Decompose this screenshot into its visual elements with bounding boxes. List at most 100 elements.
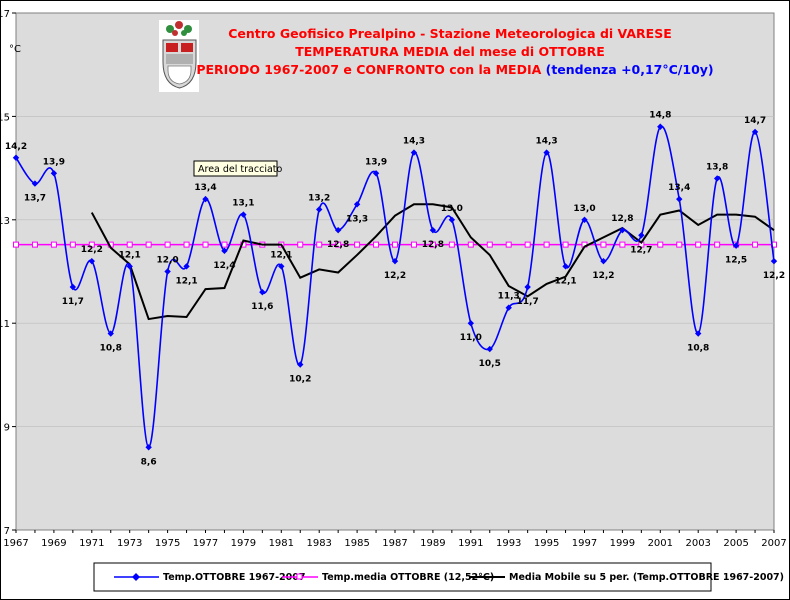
moving-average-line	[90, 203, 775, 321]
temperature-point	[695, 330, 702, 337]
temperature-point	[676, 195, 683, 203]
temperature-point	[12, 154, 20, 161]
mean-marker	[467, 241, 474, 248]
series-moving-average	[90, 203, 775, 321]
data-label: 13,3	[346, 214, 368, 224]
y-tick-label: 9	[4, 423, 10, 434]
data-label: 12,1	[119, 250, 141, 260]
series-temperature	[12, 123, 778, 451]
temperature-point	[240, 211, 247, 218]
mean-marker	[429, 241, 436, 248]
temperature-point	[353, 201, 361, 208]
mean-marker	[714, 241, 721, 248]
temperature-point	[391, 257, 399, 265]
x-axis: 1967 1969 1971 1973 1975 1977 1979 1981 1983 1985…	[3, 530, 787, 549]
x-tick-label: 1989	[420, 538, 445, 549]
svg-text:Area del tracciato: Area del tracciato	[198, 164, 283, 175]
temperature-point	[88, 257, 95, 265]
mean-marker	[183, 241, 190, 248]
data-label: 14,2	[5, 142, 27, 152]
mean-marker	[657, 241, 664, 248]
data-label: 13,7	[24, 194, 46, 204]
temperature-point	[638, 232, 645, 239]
data-label: 13,9	[365, 157, 387, 167]
mean-marker	[676, 241, 683, 248]
data-label: 12,1	[554, 276, 576, 286]
mean-marker	[164, 241, 171, 248]
mean-marker	[619, 241, 626, 248]
x-tick-label: 1979	[231, 538, 256, 549]
temperature-point	[581, 216, 588, 223]
x-tick-label: 1975	[155, 538, 180, 549]
mean-marker	[392, 241, 398, 248]
data-label: 13,2	[308, 193, 330, 203]
data-label: 14,8	[649, 111, 671, 121]
temperature-point	[107, 330, 114, 337]
mean-marker	[69, 241, 76, 248]
mean-marker	[524, 241, 531, 248]
data-label: 12,1	[270, 250, 292, 260]
y-tick-label: 13	[0, 216, 10, 227]
chart-title-line-3: PERIODO 1967-2007 e CONFRONTO con la MED…	[196, 62, 713, 77]
mean-marker	[50, 241, 57, 248]
x-tick-label: 1977	[193, 538, 218, 549]
data-label: 13,9	[43, 157, 65, 167]
data-label: 12,2	[763, 271, 785, 281]
mean-marker	[297, 241, 304, 248]
data-label: 12,8	[327, 240, 349, 250]
temperature-line	[15, 125, 775, 449]
temperature-point	[50, 170, 58, 177]
data-label: 11,6	[251, 302, 273, 312]
x-tick-label: 1967	[3, 538, 28, 549]
x-tick-label: 2005	[723, 538, 748, 549]
x-tick-label: 1973	[117, 538, 142, 549]
temperature-point	[259, 288, 266, 296]
mean-marker	[486, 241, 493, 248]
data-label: 14,7	[744, 116, 766, 126]
x-tick-label: 1987	[382, 538, 407, 549]
y-tick-label: 15	[0, 112, 10, 123]
x-tick-label: 2001	[648, 538, 673, 549]
data-label: 12,8	[422, 240, 444, 250]
x-tick-label: 1971	[79, 538, 104, 549]
temperature-point	[410, 149, 418, 156]
temperature-point	[486, 345, 493, 353]
data-label: 10,5	[479, 359, 501, 369]
data-label: 10,2	[289, 375, 311, 385]
temperature-point	[164, 268, 171, 275]
mean-marker	[221, 241, 228, 248]
temperature-point	[467, 320, 474, 327]
mean-marker	[373, 241, 380, 248]
mean-marker	[543, 241, 550, 248]
temperature-point	[770, 257, 778, 265]
data-label: 12,0	[156, 256, 178, 266]
temperature-point	[183, 263, 190, 270]
plot-area	[15, 12, 775, 531]
legend-item-mean: Temp.media OTTOBRE (12,52°C)	[282, 572, 494, 583]
temperature-point	[543, 149, 550, 156]
x-tick-label: 1995	[534, 538, 559, 549]
temperature-point	[448, 216, 456, 223]
mean-marker	[448, 241, 455, 248]
data-label: 12,8	[611, 214, 633, 224]
temperature-point	[657, 123, 664, 130]
legend: Temp.OTTOBRE 1967-2007 Temp.media OTTOBR…	[93, 562, 784, 592]
temperature-point	[297, 361, 304, 368]
data-label: 10,8	[687, 344, 709, 354]
mean-marker	[335, 241, 342, 248]
series-mean	[13, 241, 777, 248]
mean-marker	[88, 241, 95, 248]
temperature-point	[316, 206, 323, 213]
temperature-point	[202, 195, 209, 203]
x-tick-label: 1985	[344, 538, 369, 549]
mean-marker	[562, 241, 569, 248]
data-label: 13,4	[194, 183, 216, 193]
y-axis-label: °C	[9, 44, 21, 55]
svg-text:Temp.OTTOBRE 1967-2007: Temp.OTTOBRE 1967-2007	[163, 572, 305, 583]
data-label: 14,3	[403, 137, 425, 147]
svg-text:Temp.media OTTOBRE (12,52°C): Temp.media OTTOBRE (12,52°C)	[322, 572, 494, 583]
data-label: 8,6	[141, 457, 157, 467]
temperature-point	[619, 226, 626, 234]
temperature-point	[145, 444, 152, 451]
